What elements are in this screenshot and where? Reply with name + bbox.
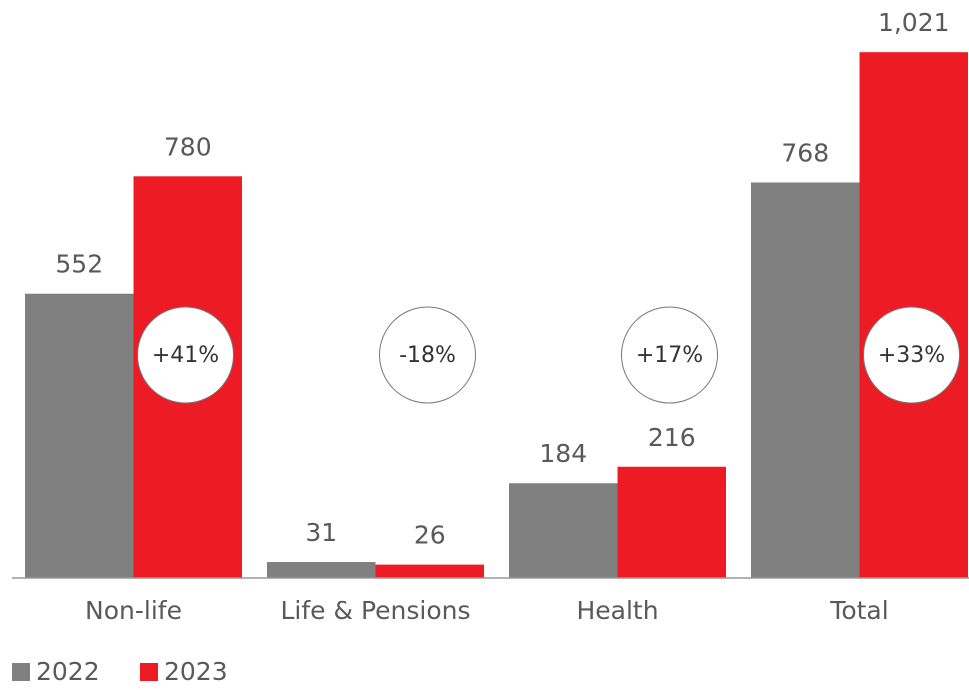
value-label: 552: [55, 250, 103, 279]
change-badge: [621, 306, 718, 404]
change-label: +17%: [636, 343, 703, 368]
x-tick-label: Health: [576, 596, 658, 625]
x-tick-label: Total: [829, 596, 888, 625]
change-badge: [379, 306, 476, 404]
legend-swatch: [12, 663, 30, 681]
legend-label: 2023: [164, 657, 228, 686]
value-label: 26: [414, 521, 446, 550]
value-label: 31: [305, 518, 337, 547]
x-tick-label: Life & Pensions: [281, 596, 471, 625]
value-label: 1,021: [878, 8, 950, 37]
value-label: 184: [539, 439, 587, 468]
bar: [509, 483, 618, 578]
x-tick-label: Non-life: [85, 596, 182, 625]
value-label: 216: [648, 423, 696, 452]
bar: [375, 564, 484, 578]
bar: [25, 293, 134, 578]
change-badge: [137, 306, 234, 404]
legend-swatch: [140, 663, 158, 681]
value-label: 768: [781, 138, 829, 167]
change-badge: [863, 306, 960, 404]
value-label: 780: [164, 132, 212, 161]
change-label: -18%: [399, 343, 456, 368]
bar: [751, 182, 860, 579]
change-label: +33%: [878, 343, 945, 368]
change-label: +41%: [152, 343, 219, 368]
legend-label: 2022: [36, 657, 100, 686]
bar: [617, 466, 726, 578]
bar: [267, 562, 376, 578]
